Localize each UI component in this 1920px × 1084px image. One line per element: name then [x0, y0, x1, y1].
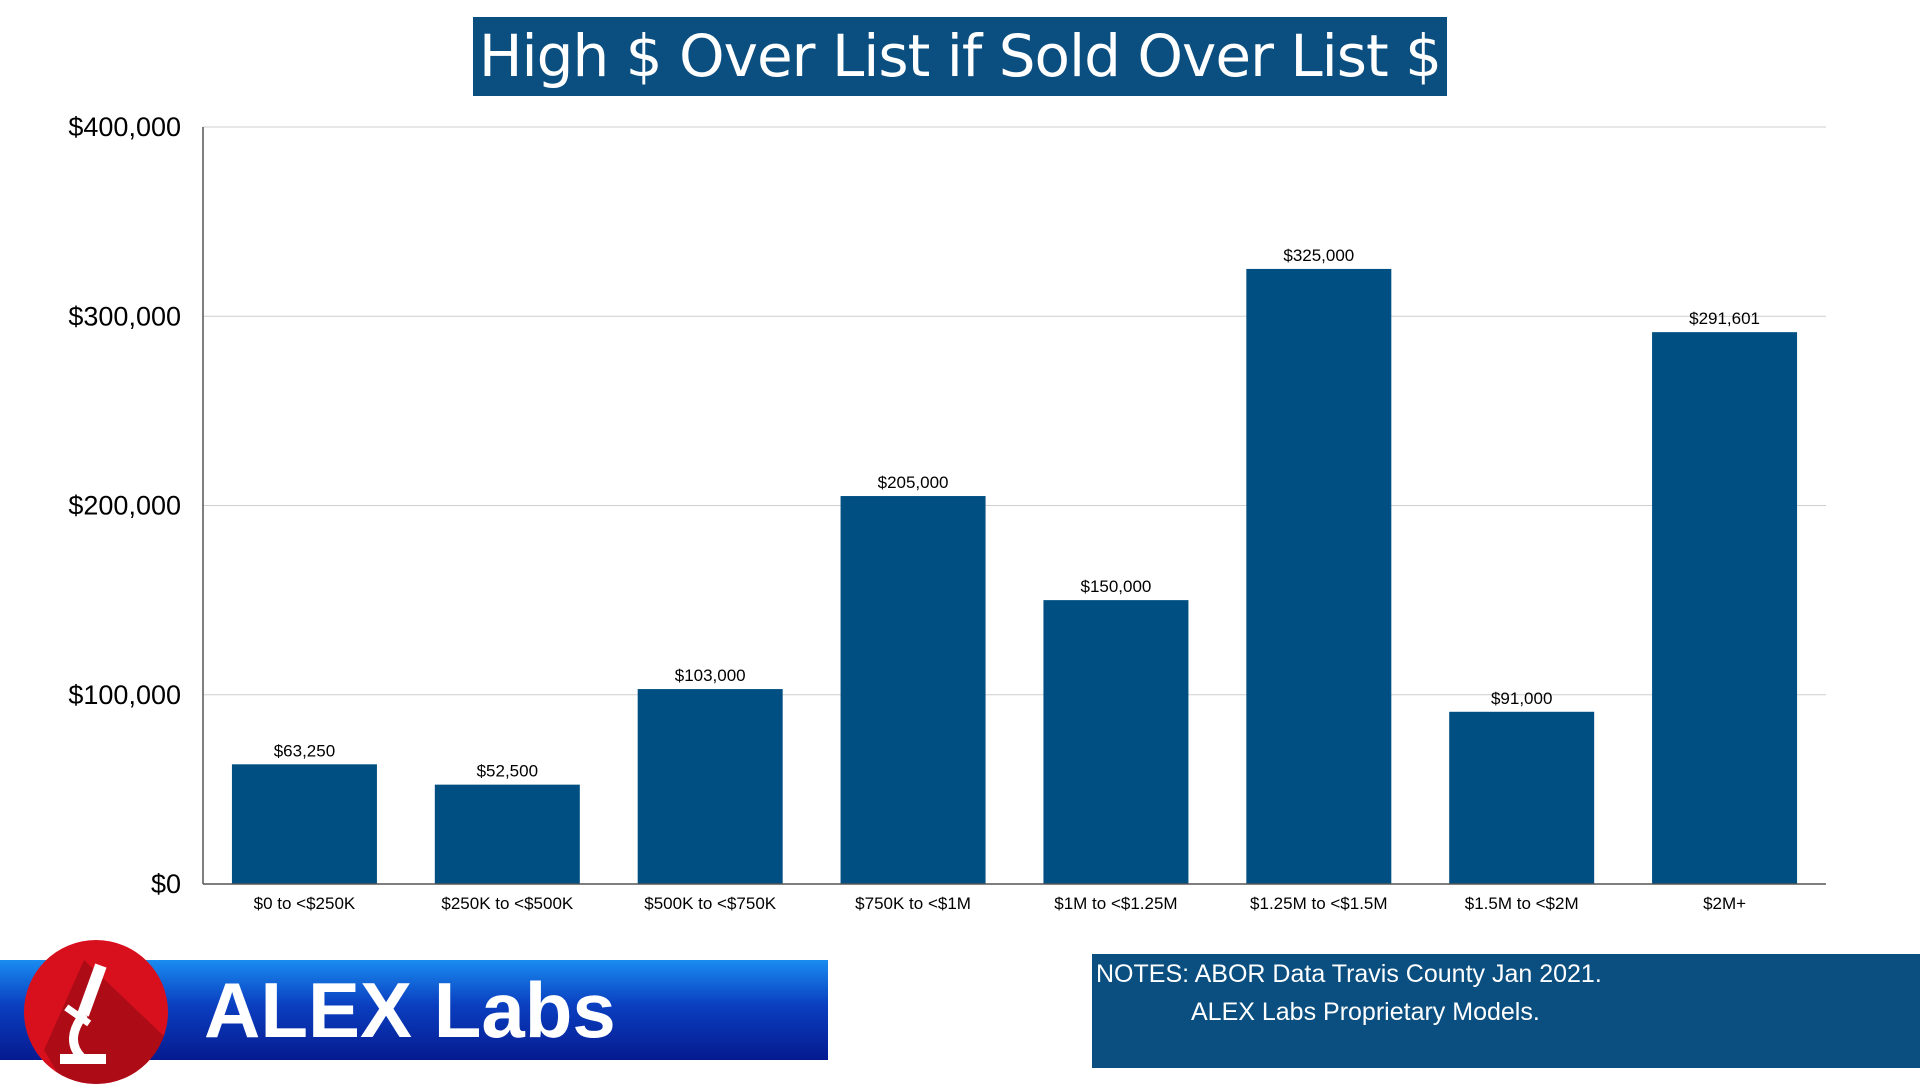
y-tick-label: $100,000	[68, 680, 181, 710]
x-tick-label: $1.25M to <$1.5M	[1250, 894, 1388, 913]
bar	[1246, 268, 1392, 884]
x-tick-label: $500K to <$750K	[644, 894, 777, 913]
bar	[1652, 332, 1798, 884]
logo-text: ALEX Labs	[204, 966, 616, 1054]
bar	[434, 784, 580, 884]
y-tick-label: $400,000	[68, 112, 181, 142]
data-label: $291,601	[1689, 309, 1760, 328]
bar	[231, 764, 377, 884]
data-label: $52,500	[477, 762, 538, 781]
data-label: $103,000	[675, 666, 746, 685]
y-tick-label: $200,000	[68, 491, 181, 521]
bar-chart: $0 $100,000 $200,000 $300,000 $400,000 $63,25…	[68, 112, 1826, 913]
bar	[1449, 711, 1595, 884]
x-tick-label: $0 to <$250K	[254, 894, 356, 913]
x-tick-label: $750K to <$1M	[855, 894, 971, 913]
x-tick-label: $250K to <$500K	[441, 894, 574, 913]
x-tick-label: $2M+	[1703, 894, 1746, 913]
y-tick-label: $300,000	[68, 301, 181, 331]
notes-box: NOTES: ABOR Data Travis County Jan 2021.…	[1092, 954, 1920, 1068]
data-label: $91,000	[1491, 689, 1552, 708]
data-label: $325,000	[1283, 246, 1354, 265]
y-tick-label: $0	[151, 869, 181, 899]
chart-title: High $ Over List if Sold Over List $	[473, 17, 1447, 96]
x-tick-label: $1.5M to <$2M	[1465, 894, 1579, 913]
bar	[637, 689, 783, 884]
data-label: $205,000	[878, 473, 949, 492]
notes-line-2: ALEX Labs Proprietary Models.	[1191, 998, 1540, 1026]
x-tick-label: $1M to <$1.25M	[1054, 894, 1177, 913]
notes-line-1: NOTES: ABOR Data Travis County Jan 2021.	[1096, 960, 1602, 988]
bar	[840, 496, 986, 884]
data-label: $150,000	[1080, 577, 1151, 596]
bar	[1043, 600, 1189, 884]
data-label: $63,250	[274, 741, 335, 760]
microscope-icon	[24, 940, 168, 1084]
